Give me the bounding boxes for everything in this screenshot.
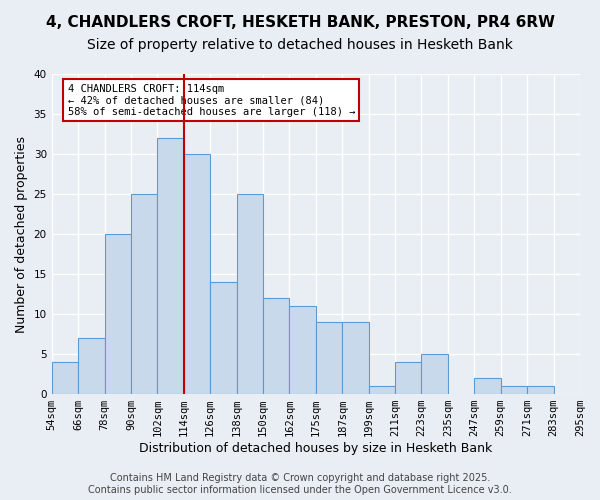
Bar [236, 194, 263, 394]
Text: 4, CHANDLERS CROFT, HESKETH BANK, PRESTON, PR4 6RW: 4, CHANDLERS CROFT, HESKETH BANK, PRESTO… [46, 15, 554, 30]
Bar [157, 138, 184, 394]
Bar [104, 234, 131, 394]
Text: Contains HM Land Registry data © Crown copyright and database right 2025.
Contai: Contains HM Land Registry data © Crown c… [88, 474, 512, 495]
Bar [368, 386, 395, 394]
X-axis label: Distribution of detached houses by size in Hesketh Bank: Distribution of detached houses by size … [139, 442, 493, 455]
Bar [342, 322, 368, 394]
Bar [421, 354, 448, 394]
Bar [501, 386, 527, 394]
Bar [289, 306, 316, 394]
Bar [184, 154, 210, 394]
Bar [475, 378, 501, 394]
Bar [316, 322, 342, 394]
Bar [263, 298, 289, 394]
Bar [78, 338, 104, 394]
Bar [210, 282, 236, 394]
Bar [527, 386, 554, 394]
Bar [131, 194, 157, 394]
Text: Size of property relative to detached houses in Hesketh Bank: Size of property relative to detached ho… [87, 38, 513, 52]
Bar [395, 362, 421, 394]
Text: 4 CHANDLERS CROFT: 114sqm
← 42% of detached houses are smaller (84)
58% of semi-: 4 CHANDLERS CROFT: 114sqm ← 42% of detac… [68, 84, 355, 117]
Y-axis label: Number of detached properties: Number of detached properties [15, 136, 28, 332]
Bar [52, 362, 78, 394]
